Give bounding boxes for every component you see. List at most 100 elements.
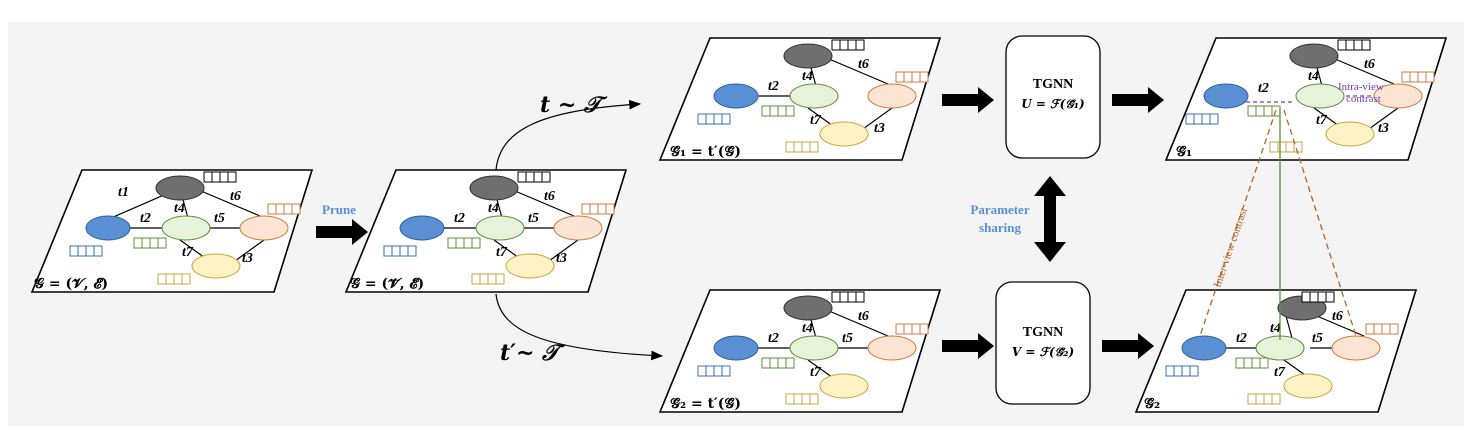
edge-label: t4 — [488, 201, 499, 216]
node-orange — [867, 335, 917, 361]
prune-arrow — [316, 219, 368, 245]
edge-label: t6 — [1364, 57, 1375, 72]
node-orange — [553, 215, 603, 241]
node-gray — [155, 175, 205, 201]
node-blue — [399, 215, 445, 241]
augmentation-label-top: t ~ 𝒯 — [540, 92, 608, 118]
graph-label-view1: 𝒢̃₁ = t′(𝒢̃) — [670, 144, 741, 160]
arrow-view1-to-tgnn — [942, 87, 994, 113]
edge-label: t6 — [544, 189, 555, 204]
graph-label-output2: 𝒢̃₂ — [1144, 396, 1160, 412]
node-blue — [713, 335, 759, 361]
edge-label: t6 — [858, 57, 869, 72]
pruned-graph: t2 t4 t5 t6 t7 t3 𝒢̃ = (𝓥̃, 𝓔̃) — [344, 169, 628, 293]
tgnn-bottom: TGNN V = ℱ(𝒢̃₂) — [995, 281, 1091, 405]
tgnn-top: TGNN U = ℱ(𝒢̃₁) — [1005, 35, 1101, 159]
tgnn-top-box — [1005, 35, 1101, 159]
node-green — [161, 215, 211, 241]
edge-label: t6 — [230, 189, 241, 204]
feature-box — [203, 171, 237, 183]
feature-box — [267, 203, 301, 215]
edge-label: t2 — [454, 211, 465, 226]
prune-label: Prune — [322, 202, 356, 217]
arrow-tgnn-to-output1 — [1112, 87, 1164, 113]
augmentation-label-bottom: t′~ 𝒯 — [500, 340, 566, 366]
node-yellow — [1325, 121, 1375, 147]
edge-label: t3 — [242, 251, 253, 266]
node-orange — [1373, 83, 1423, 109]
node-blue — [713, 83, 759, 109]
graph-label-original: 𝒢 = (𝓥, 𝓔) — [34, 276, 108, 292]
edge-label: t7 — [182, 245, 194, 260]
edge-label: t6 — [1332, 309, 1343, 324]
intra-contrast-label: Intra-view — [1338, 81, 1384, 93]
edge-label: t6 — [858, 309, 869, 324]
augmentation-arrow-top — [495, 99, 642, 171]
edge-label: t7 — [810, 365, 822, 380]
node-green — [475, 215, 525, 241]
output-view2-graph: t2 t4 t5 t6 t7 𝒢̃₂ — [1134, 289, 1418, 413]
edge-label: t4 — [802, 69, 813, 84]
node-yellow — [1283, 373, 1333, 399]
parameter-sharing-arrow — [1034, 176, 1066, 262]
node-green — [789, 335, 839, 361]
graph-label-output1: 𝒢̃₁ — [1176, 144, 1192, 160]
edge-label: t2 — [140, 211, 151, 226]
tgnn-top-equation: U = ℱ(𝒢̃₁) — [1021, 97, 1084, 111]
tgnn-bottom-equation: V = ℱ(𝒢̃₂) — [1012, 345, 1074, 359]
view2-graph: t2 t4 t5 t6 t7 𝒢̃₂ = t′(𝒢̃) — [658, 289, 942, 413]
node-orange — [867, 83, 917, 109]
node-blue — [1181, 335, 1227, 361]
node-gray — [469, 175, 519, 201]
node-green — [1295, 83, 1345, 109]
feature-box — [69, 245, 103, 257]
node-orange — [1331, 335, 1381, 361]
edge-label: t7 — [810, 113, 822, 128]
edge-label: t4 — [174, 201, 185, 216]
feature-box — [133, 237, 167, 249]
edge-label: t3 — [1378, 121, 1389, 136]
edge-label: t2 — [768, 79, 779, 94]
tgnn-bottom-title: TGNN — [1023, 325, 1063, 340]
arrow-tgnn-to-output2 — [1102, 333, 1154, 359]
edge-label: t4 — [1270, 321, 1281, 336]
augmentation-arrow-bottom — [495, 293, 664, 361]
node-green — [789, 83, 839, 109]
edge-label: t7 — [1274, 365, 1286, 380]
edge-label: t3 — [556, 251, 567, 266]
arrow-view2-to-tgnn — [942, 333, 994, 359]
node-yellow — [819, 373, 869, 399]
parameter-sharing-label: sharing — [979, 220, 1021, 235]
edge-label: t4 — [802, 321, 813, 336]
edge-label: t5 — [214, 211, 225, 226]
edge-label: t4 — [1308, 69, 1319, 84]
node-blue — [85, 215, 131, 241]
node-yellow — [505, 253, 555, 279]
edge-label: t2 — [768, 331, 779, 346]
edge-label: t3 — [874, 121, 885, 136]
tgnn-top-title: TGNN — [1033, 77, 1073, 92]
tgnn-bottom-box — [995, 281, 1091, 405]
edge-label: t5 — [1312, 331, 1323, 346]
intra-contrast-label: contrast — [1346, 93, 1381, 105]
feature-box — [157, 273, 191, 285]
node-yellow — [191, 253, 241, 279]
edge-label: t5 — [842, 331, 853, 346]
view1-graph: t2 t4 t6 t7 t3 𝒢̃₁ = t′(𝒢̃) — [658, 37, 942, 161]
graph-label-view2: 𝒢̃₂ = t′(𝒢̃) — [670, 396, 741, 412]
edge-label: t2 — [1236, 331, 1247, 346]
node-blue — [1203, 83, 1249, 109]
edge-label: t2 — [1258, 81, 1269, 96]
node-yellow — [819, 121, 869, 147]
output-view1-graph: t2 t4 t6 t7 t3 Intra-view contrast 𝒢̃₁ — [1164, 37, 1448, 161]
parameter-sharing-label: Parameter — [970, 202, 1029, 217]
node-orange — [239, 215, 289, 241]
node-gray — [1289, 43, 1339, 69]
node-gray — [783, 295, 833, 321]
edge-label: t7 — [1316, 113, 1328, 128]
edge-label: t1 — [118, 185, 129, 200]
edge-label: t7 — [496, 245, 508, 260]
original-graph: t1 t2 t4 t5 t6 t7 t3 𝒢 = (𝓥, 𝓔) — [30, 169, 314, 293]
graph-label-pruned: 𝒢̃ = (𝓥̃, 𝓔̃) — [350, 276, 424, 292]
